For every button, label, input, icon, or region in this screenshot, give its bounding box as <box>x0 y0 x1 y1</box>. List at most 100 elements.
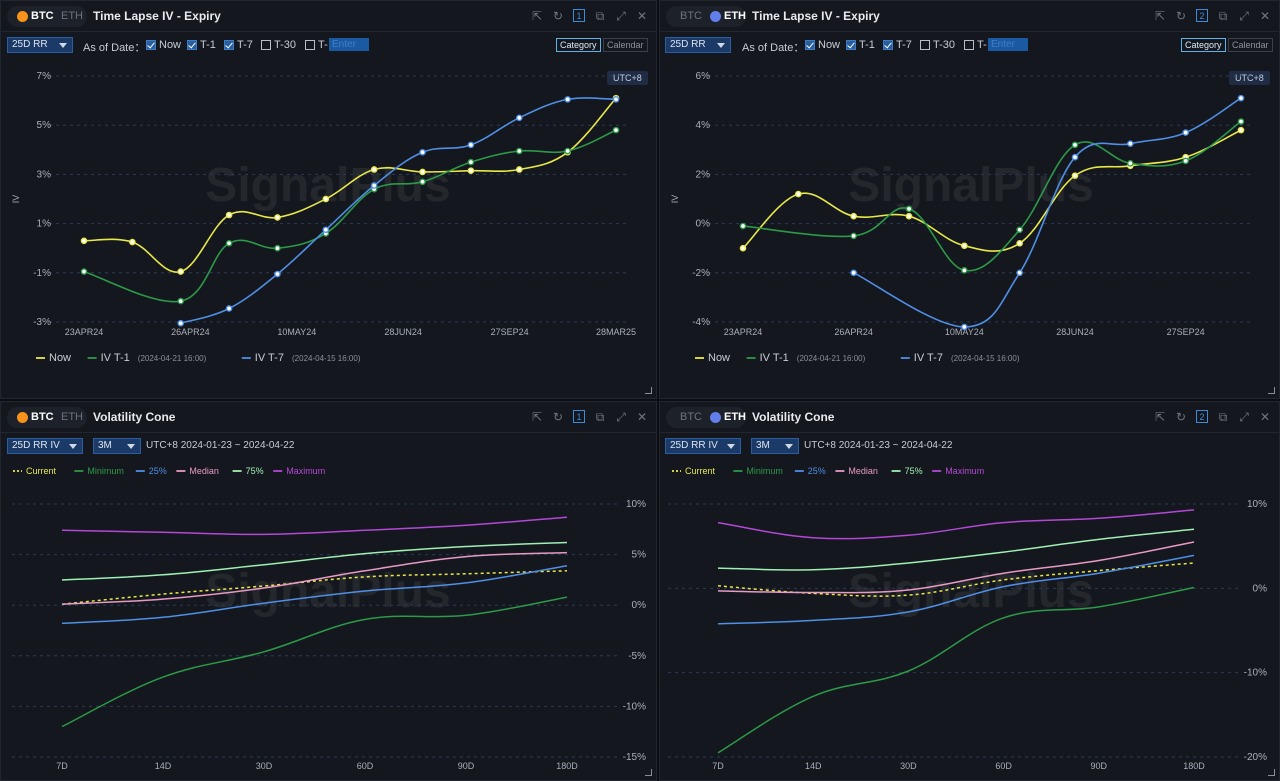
toggle-category[interactable]: Category <box>1181 38 1226 52</box>
expand-icon[interactable]: ⤢ <box>616 410 626 424</box>
toggle-calendar[interactable]: Calendar <box>603 38 648 52</box>
close-icon[interactable]: ✕ <box>636 9 648 23</box>
copy-icon[interactable]: ⧉ <box>1218 410 1228 424</box>
panel-header: BTC ETH Volatility Cone ⇱ ↻ 1 ⧉ ⤢ ✕ <box>1 402 656 433</box>
checkbox-t1[interactable] <box>846 40 856 50</box>
data-point-t7 <box>515 114 523 122</box>
coin-eth[interactable]: ETH <box>61 411 83 423</box>
coin-eth[interactable]: ETH <box>724 10 746 22</box>
resize-handle[interactable] <box>1268 769 1275 776</box>
resize-handle[interactable] <box>1268 387 1275 394</box>
panel-toolbar: ⇱ ↻ 2 ⧉ ⤢ ✕ <box>1153 9 1273 23</box>
custom-days-input[interactable]: Enter <box>988 38 1028 51</box>
chevron-down-icon <box>69 444 77 449</box>
checkbox-now-label: Now <box>818 39 841 51</box>
toggle-calendar[interactable]: Calendar <box>1228 38 1273 52</box>
panel-toolbar: ⇱ ↻ 1 ⧉ ⤢ ✕ <box>530 410 650 424</box>
checkbox-t7[interactable] <box>883 40 893 50</box>
metric-select-value: 25D RR <box>12 39 48 50</box>
export-icon[interactable]: ⇱ <box>531 9 543 23</box>
controls-bar: 25D RR As of Date： Now T-1 T-7 T-30 T- E… <box>1 32 656 58</box>
copy-icon[interactable]: ⧉ <box>1218 9 1228 23</box>
window-number[interactable]: 1 <box>573 410 585 423</box>
data-point-now <box>905 212 913 220</box>
checkbox-t7[interactable] <box>224 40 234 50</box>
y-tick-label: -2% <box>692 268 710 279</box>
export-icon[interactable]: ⇱ <box>531 410 543 424</box>
metric-select[interactable]: 25D RR IV <box>665 438 741 454</box>
export-icon[interactable]: ⇱ <box>1154 9 1166 23</box>
resize-handle[interactable] <box>645 387 652 394</box>
chevron-down-icon <box>727 444 735 449</box>
data-point-now <box>795 190 802 198</box>
checkbox-t1[interactable] <box>187 40 197 50</box>
coin-eth[interactable]: ETH <box>61 10 83 22</box>
coin-switch[interactable]: BTC ETH <box>7 6 87 27</box>
window-number[interactable]: 2 <box>1196 9 1208 22</box>
x-tick-label: 90D <box>458 761 475 771</box>
toggle-category[interactable]: Category <box>556 38 601 52</box>
coin-switch[interactable]: BTC ETH <box>7 407 87 428</box>
x-tick-label: 27SEP24 <box>1167 327 1205 337</box>
coin-btc[interactable]: BTC <box>680 411 702 423</box>
resize-handle[interactable] <box>645 769 652 776</box>
window-number[interactable]: 2 <box>1196 410 1208 423</box>
legend-label-current: Current <box>685 466 716 476</box>
refresh-icon[interactable]: ↻ <box>552 9 564 23</box>
legend-label-t1: IV T-1 <box>760 352 789 364</box>
legend-date-t1: (2024-04-21 16:00) <box>138 354 207 363</box>
copy-icon[interactable]: ⧉ <box>595 410 605 424</box>
data-point-t7 <box>612 96 620 103</box>
checkbox-custom[interactable] <box>305 40 315 50</box>
checkbox-t30[interactable] <box>920 40 930 50</box>
metric-select[interactable]: 25D RR <box>665 37 731 53</box>
legend-label-p75: 75% <box>905 466 923 476</box>
coin-eth[interactable]: ETH <box>724 411 746 423</box>
period-select[interactable]: 3M <box>751 438 799 454</box>
expand-icon[interactable]: ⤢ <box>1239 410 1249 424</box>
chevron-down-icon <box>59 43 67 48</box>
data-point-t1 <box>612 126 620 134</box>
y-tick-label: 1% <box>37 219 52 230</box>
chevron-down-icon <box>717 43 725 48</box>
expand-icon[interactable]: ⤢ <box>616 9 626 23</box>
y-tick-label: -15% <box>623 752 646 763</box>
panel-title: Time Lapse IV - Expiry <box>93 9 221 23</box>
panel-header: BTC ETH Time Lapse IV - Expiry ⇱ ↻ 2 ⧉ ⤢… <box>660 1 1279 32</box>
x-tick-label: 14D <box>155 761 172 771</box>
x-tick-label: 10MAY24 <box>277 327 316 337</box>
metric-select-value: 25D RR IV <box>12 440 60 451</box>
export-icon[interactable]: ⇱ <box>1154 410 1166 424</box>
coin-btc[interactable]: BTC <box>31 411 54 423</box>
data-point-now <box>515 166 523 173</box>
refresh-icon[interactable]: ↻ <box>1175 9 1187 23</box>
expand-icon[interactable]: ⤢ <box>1239 9 1249 23</box>
metric-select[interactable]: 25D RR <box>7 37 73 53</box>
metric-select[interactable]: 25D RR IV <box>7 438 83 454</box>
coin-btc[interactable]: BTC <box>680 10 702 22</box>
checkbox-t30[interactable] <box>261 40 271 50</box>
y-tick-label: -5% <box>628 651 646 662</box>
close-icon[interactable]: ✕ <box>1259 9 1271 23</box>
refresh-icon[interactable]: ↻ <box>1175 410 1187 424</box>
controls-bar: 25D RR IV 3M UTC+8 2024-01-23 ~ 2024-04-… <box>660 433 1279 459</box>
close-icon[interactable]: ✕ <box>1259 410 1271 424</box>
legend-label-maximum: Maximum <box>286 466 325 476</box>
refresh-icon[interactable]: ↻ <box>552 410 564 424</box>
coin-switch[interactable]: BTC ETH <box>666 407 746 428</box>
custom-days-input[interactable]: Enter <box>329 38 369 51</box>
data-point-t1 <box>80 268 88 275</box>
period-select[interactable]: 3M <box>93 438 141 454</box>
window-number[interactable]: 1 <box>573 9 585 22</box>
y-tick-label: -20% <box>1244 752 1267 763</box>
data-point-now <box>80 237 88 245</box>
panel-toolbar: ⇱ ↻ 2 ⧉ ⤢ ✕ <box>1153 410 1273 424</box>
x-tick-label: 10MAY24 <box>945 327 984 337</box>
coin-switch[interactable]: BTC ETH <box>666 6 746 27</box>
checkbox-now[interactable] <box>146 40 156 50</box>
checkbox-now[interactable] <box>805 40 815 50</box>
checkbox-custom[interactable] <box>964 40 974 50</box>
copy-icon[interactable]: ⧉ <box>595 9 605 23</box>
close-icon[interactable]: ✕ <box>636 410 648 424</box>
coin-btc[interactable]: BTC <box>31 10 54 22</box>
